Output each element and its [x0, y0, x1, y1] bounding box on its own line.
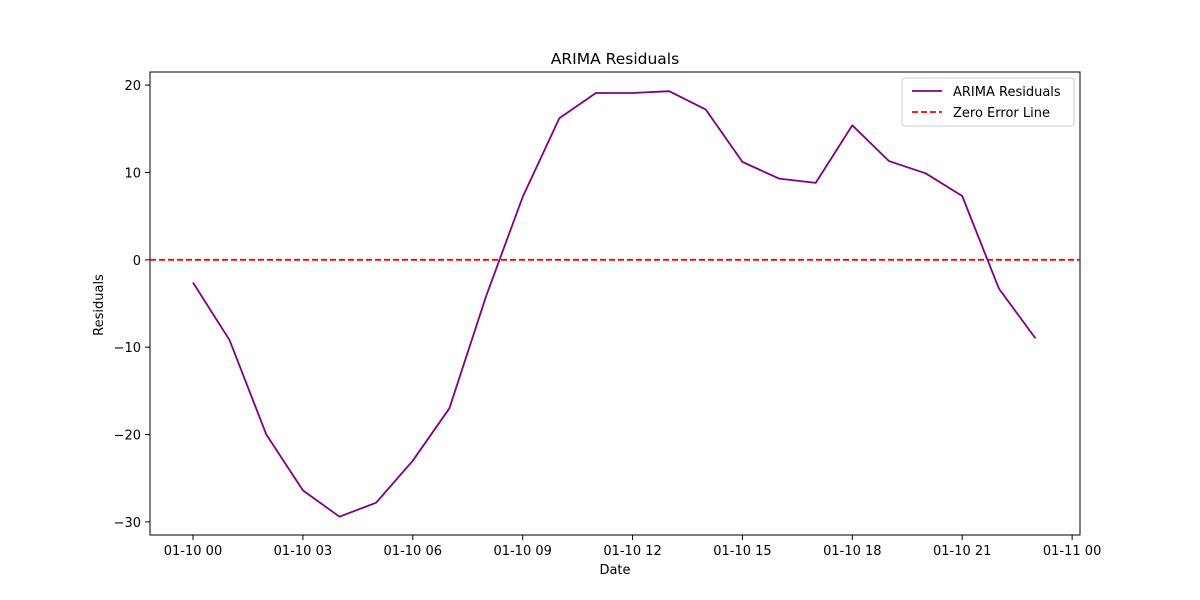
x-tick-label: 01-10 12 [603, 544, 661, 559]
y-tick-label: −20 [114, 429, 141, 444]
y-tick-label: 20 [124, 79, 141, 94]
legend-label-zero-line: Zero Error Line [953, 106, 1050, 121]
legend: ARIMA Residuals Zero Error Line [901, 77, 1075, 127]
x-tick-label: 01-10 18 [823, 544, 881, 559]
x-axis-title: Date [599, 563, 630, 578]
x-tick-label: 01-10 00 [164, 544, 222, 559]
x-tick-label: 01-10 21 [933, 544, 991, 559]
y-tick-label: −10 [114, 341, 141, 356]
y-axis-title: Residuals [92, 274, 107, 336]
x-tick-label: 01-10 09 [493, 544, 551, 559]
legend-box [901, 77, 1075, 127]
x-tick-label: 01-10 03 [274, 544, 332, 559]
chart-title: ARIMA Residuals [551, 50, 679, 68]
x-tick-label: 01-11 00 [1043, 544, 1101, 559]
x-tick-label: 01-10 15 [713, 544, 771, 559]
x-axis: 01-10 00 01-10 03 01-10 06 01-10 09 01-10 12… [164, 535, 1101, 559]
legend-label-residuals: ARIMA Residuals [953, 85, 1061, 100]
x-tick-label: 01-10 06 [384, 544, 442, 559]
plot-frame [149, 71, 1081, 536]
y-axis: 20 10 0 −10 −20 −30 [114, 79, 150, 531]
plot-area [149, 71, 1081, 536]
y-tick-label: 0 [133, 254, 141, 269]
y-tick-label: −30 [114, 516, 141, 531]
residuals-series-line [192, 90, 1037, 518]
y-tick-label: 10 [124, 166, 141, 181]
